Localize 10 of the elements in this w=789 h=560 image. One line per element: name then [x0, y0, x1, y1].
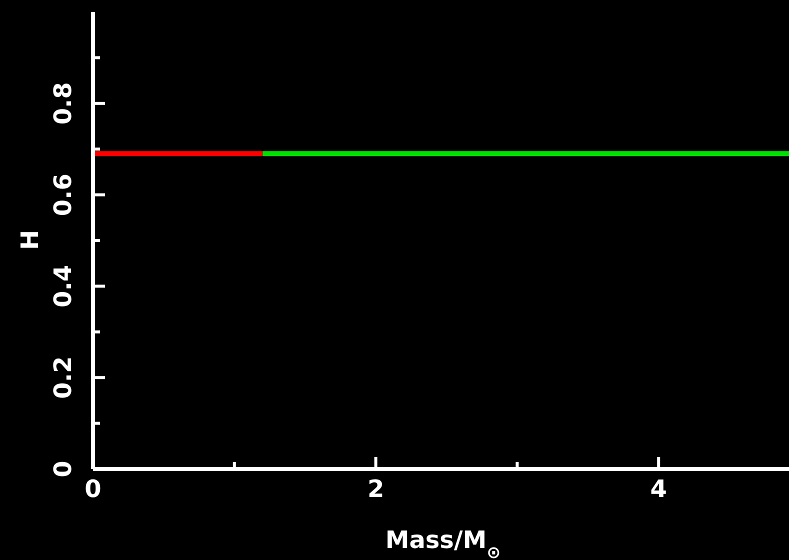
y-tick-label: 0	[49, 460, 77, 478]
y-tick-label: 0.2	[49, 356, 77, 399]
y-tick-label: 0.6	[49, 174, 77, 216]
x-axis-title: Mass/M$_{⊙}$	[385, 526, 501, 560]
y-tick-label: 0.8	[49, 82, 77, 125]
y-axis-title: H	[16, 230, 44, 250]
x-tick-label: 0	[84, 475, 102, 503]
x-tick-label: 2	[367, 475, 384, 503]
y-tick-label: 0.4	[49, 264, 77, 308]
x-tick-label: 4	[650, 475, 667, 503]
